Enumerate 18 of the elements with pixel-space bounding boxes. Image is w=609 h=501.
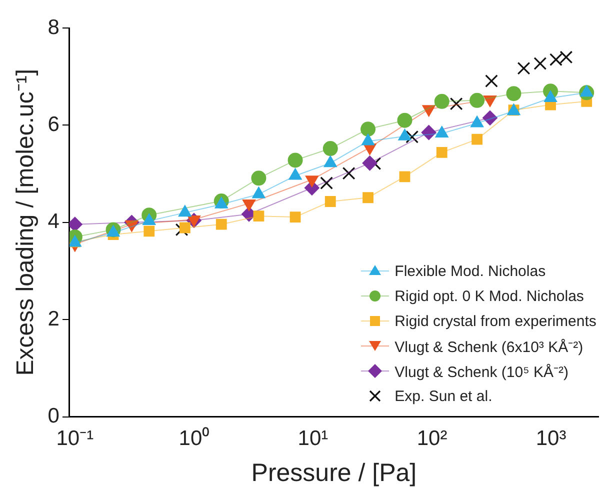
legend-label: Rigid crystal from experiments bbox=[394, 312, 596, 330]
y-tick-label: 8 bbox=[48, 16, 60, 39]
y-axis-title: Excess loading / [molec.uc⁻¹] bbox=[12, 69, 40, 376]
x-tick-label: 10³ bbox=[536, 427, 566, 450]
x-tick-label: 10⁰ bbox=[178, 427, 210, 450]
legend-label: Rigid opt. 0 K Mod. Nicholas bbox=[394, 288, 584, 305]
x-tick-label: 10² bbox=[416, 427, 448, 450]
y-tick-label: 0 bbox=[48, 404, 60, 428]
legend-label: Flexible Mod. Nicholas bbox=[394, 262, 546, 280]
y-tick-label: 2 bbox=[48, 307, 60, 330]
legend-label: Exp. Sun et al. bbox=[394, 388, 492, 405]
x-tick-label: 10⁻¹ bbox=[56, 427, 94, 450]
x-tick-label: 10¹ bbox=[298, 427, 328, 450]
x-axis-title: Pressure / [Pa] bbox=[251, 458, 417, 487]
y-tick-label: 4 bbox=[48, 210, 60, 234]
y-tick-label: 6 bbox=[48, 112, 60, 136]
legend-label: Vlugt & Schenk (10⁵ KÅ⁻²) bbox=[394, 362, 568, 382]
legend-label: Vlugt & Schenk (6x10³ KÅ⁻²) bbox=[394, 338, 584, 356]
